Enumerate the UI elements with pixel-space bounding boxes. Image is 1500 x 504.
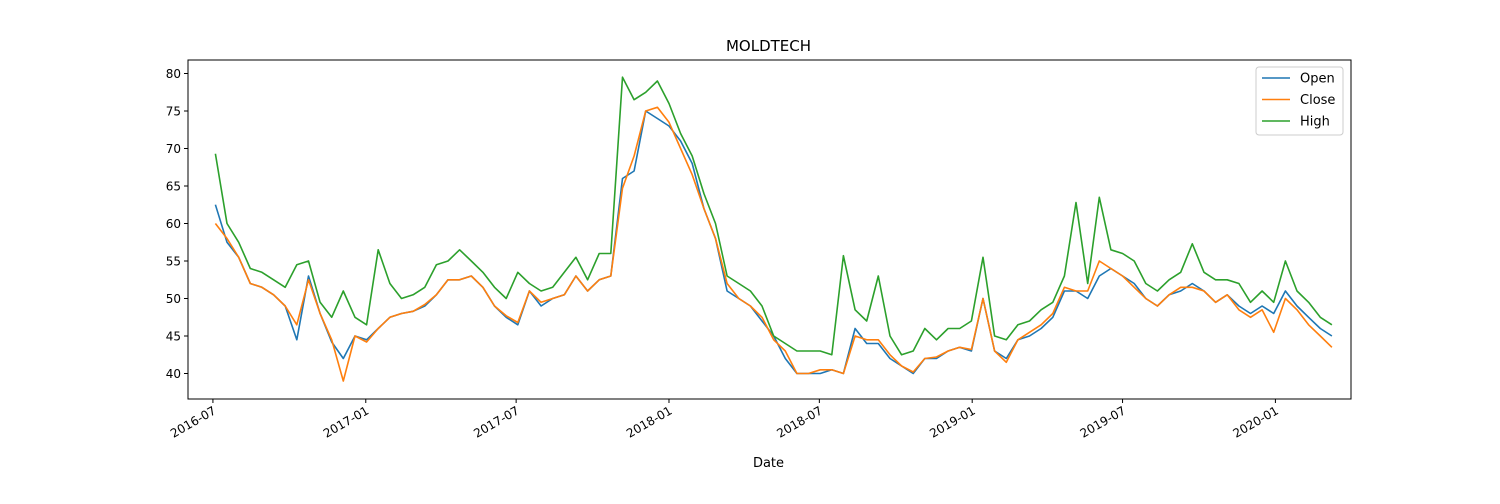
y-tick-label: 45: [166, 330, 181, 344]
series-line-high: [214, 76, 1333, 356]
x-axis-label: Date: [753, 456, 784, 471]
y-tick-label: 60: [166, 217, 181, 231]
series-lines: [214, 76, 1333, 382]
x-tick-label: 2019-01: [927, 403, 977, 440]
x-tick-label: 2018-07: [774, 403, 824, 440]
x-tick-label: 2017-07: [471, 403, 521, 440]
legend-label-high: High: [1300, 115, 1330, 130]
y-tick-label: 70: [166, 142, 181, 156]
x-tick-label: 2019-07: [1078, 403, 1128, 440]
legend: Open Close High: [1255, 66, 1344, 136]
x-tick-label: 2020-01: [1230, 403, 1280, 440]
y-tick-label: 50: [166, 292, 181, 306]
plot-frame: [187, 59, 1352, 400]
y-tick-label: 55: [166, 255, 181, 269]
series-line-close: [214, 106, 1333, 382]
legend-label-open: Open: [1300, 72, 1335, 87]
chart-title: MOLDTECH: [726, 37, 811, 55]
x-tick-label: 2017-01: [321, 403, 371, 440]
legend-box: [1255, 66, 1344, 136]
x-tick-label: 2018-01: [624, 403, 674, 440]
y-tick-label: 40: [166, 367, 181, 381]
x-tick-label: 2016-07: [168, 403, 218, 440]
x-axis: 2016-07 2017-01 2017-07 2018-01 2018-07 2019-…: [168, 399, 1281, 441]
y-axis: 40 45 50 55 60 65 70 75 80: [166, 67, 188, 381]
y-tick-label: 75: [166, 105, 181, 119]
y-tick-label: 80: [166, 67, 181, 81]
y-tick-label: 65: [166, 180, 181, 194]
legend-label-close: Close: [1300, 93, 1335, 108]
